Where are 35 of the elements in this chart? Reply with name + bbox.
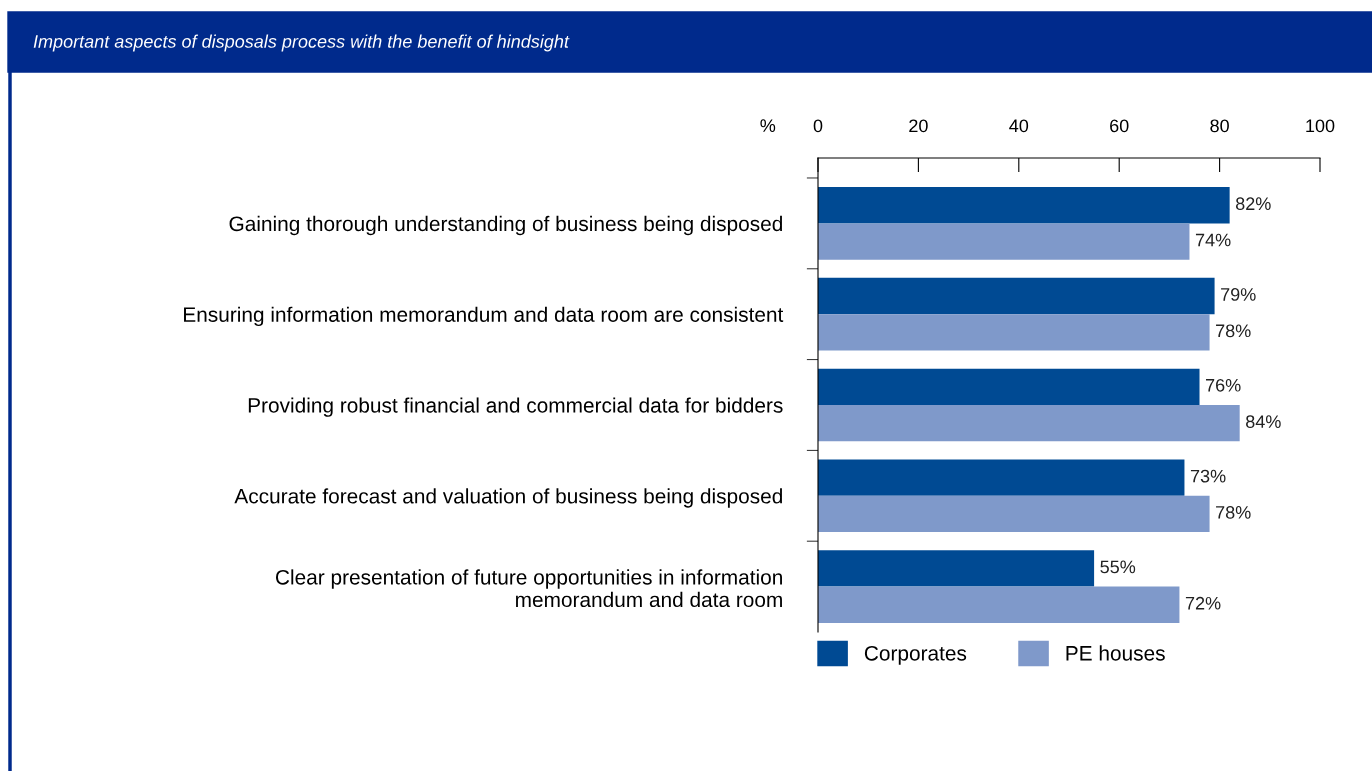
legend-label: Corporates: [864, 645, 967, 665]
bar: [818, 404, 1240, 442]
bar: [818, 550, 1095, 587]
y-tick-label: Ensuring information memorandum and data room are consistent: [184, 306, 784, 327]
data-label: 76%: [1206, 378, 1241, 392]
bar: [818, 314, 1210, 351]
bar: [818, 459, 1185, 496]
x-tick-label: 20: [909, 119, 928, 133]
data-label: 55%: [1100, 560, 1136, 574]
y-tick-label: Gaining thorough understanding of business being disposed: [229, 215, 782, 236]
bar: [818, 368, 1200, 405]
bar: [818, 223, 1190, 260]
data-label: 78%: [1216, 324, 1251, 338]
data-label: 73%: [1190, 469, 1226, 483]
data-label: 82%: [1235, 197, 1271, 211]
bar: [818, 586, 1180, 623]
bar: [818, 495, 1210, 533]
legend-label: PE houses: [1066, 645, 1165, 661]
data-label: 74%: [1195, 233, 1231, 247]
y-tick-label: Clear presentation of future opportunities in information memorandum and data room: [275, 569, 782, 608]
data-label: 72%: [1185, 596, 1221, 610]
bar: [818, 187, 1230, 224]
y-tick-label: Providing robust financial and commercial data for bidders: [248, 397, 783, 417]
x-tick-label: 0: [813, 119, 823, 133]
x-tick-label: 100: [1306, 119, 1335, 133]
x-axis-title: %: [760, 119, 776, 132]
data-label: 78%: [1216, 506, 1251, 519]
text: Important aspects of disposals process with the benefit of hindsight: [33, 34, 570, 52]
x-tick-label: 80: [1210, 119, 1229, 133]
x-tick-label: 60: [1110, 119, 1129, 133]
data-label: 79%: [1221, 288, 1256, 301]
y-tick-label: Accurate forecast and valuation of business being disposed: [234, 488, 782, 508]
data-label: 84%: [1246, 415, 1281, 428]
bar: [818, 277, 1215, 315]
x-tick-label: 40: [1009, 119, 1029, 133]
